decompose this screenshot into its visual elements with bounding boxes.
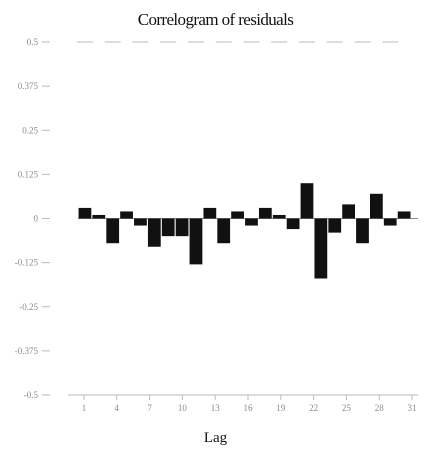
x-tick-label: 4 [115,403,120,413]
bar [147,218,161,247]
bar [92,214,106,219]
bar [300,183,314,219]
bar [258,207,272,219]
bar [356,218,369,244]
bar [161,218,175,237]
x-axis: 1 4 7 10 13 16 19 22 25 28 31 [68,394,418,413]
bar [272,214,286,219]
y-tick-label: -0.125 [15,258,39,268]
bar [175,218,189,237]
y-tick-label: -0.375 [15,346,39,356]
bar [314,218,328,279]
bar [78,207,92,219]
x-tick-label: 1 [82,403,87,413]
x-tick-label: 13 [211,403,221,413]
bar [106,218,120,244]
y-tick-label: 0.5 [27,37,39,47]
x-tick-label: 7 [147,403,152,413]
x-tick-label: 25 [342,403,352,413]
y-tick-label: 0 [34,214,39,224]
y-tick-label: 0.25 [22,125,38,135]
bar [369,193,383,219]
bar [189,218,203,265]
bar [120,211,133,219]
bar [286,218,300,230]
bar [397,211,411,219]
y-tick-label: 0.375 [18,81,39,91]
y-tick-label: -0.5 [24,390,39,400]
bar [342,204,355,219]
x-tick-label: 28 [375,403,385,413]
bar [203,207,217,219]
y-tick-label: -0.25 [19,302,38,312]
x-tick-label: 19 [276,403,286,413]
bar [231,211,244,219]
x-tick-label: 10 [178,403,188,413]
y-tick-label: 0.125 [18,169,39,179]
chart-title: Correlogram of residuals [137,10,294,29]
x-tick-label: 16 [244,403,254,413]
bar [245,218,258,226]
bar-series [78,183,411,279]
x-axis-label: Lag [203,430,228,446]
x-tick-label: 22 [309,403,318,413]
y-axis: -0.5 -0.375 -0.25 -0.125 0 0.125 0.25 0.375 0.5 [15,37,399,400]
bar [217,218,231,244]
x-tick-label: 31 [408,403,417,413]
bar [328,218,342,233]
bar [134,218,147,226]
bar [383,218,397,226]
